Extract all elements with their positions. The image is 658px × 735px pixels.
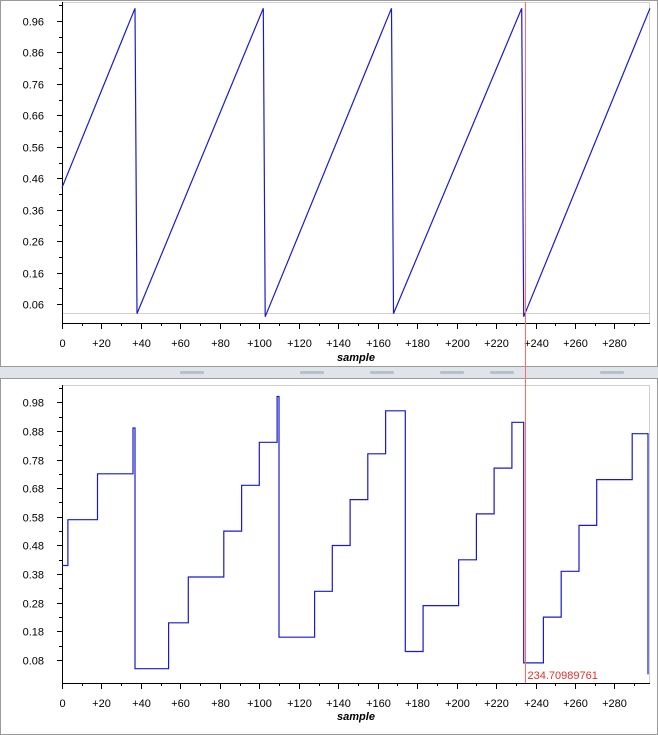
y-tick-label: 0.66 <box>23 111 44 123</box>
x-tick-label: +100 <box>247 698 272 710</box>
x-tick-label: +220 <box>484 698 509 710</box>
x-tick-label: +160 <box>366 338 391 350</box>
splitter-grip <box>440 371 464 374</box>
splitter-grip <box>300 371 324 374</box>
y-tick-label: 0.86 <box>23 48 44 60</box>
x-tick-label: +60 <box>171 338 190 350</box>
y-tick-label: 0.76 <box>23 80 44 92</box>
x-tick-label: +200 <box>445 698 470 710</box>
x-tick-label: +60 <box>171 698 190 710</box>
y-tick-label: 0.46 <box>23 174 44 186</box>
x-tick-label: +200 <box>445 338 470 350</box>
x-axis-title: sample <box>337 352 375 364</box>
x-tick-label: +40 <box>132 698 151 710</box>
x-tick-label: +220 <box>484 338 509 350</box>
x-tick-label: +120 <box>287 698 312 710</box>
x-axis-title: sample <box>337 711 375 723</box>
y-tick-label: 0.26 <box>23 237 44 249</box>
x-tick-label: +80 <box>211 698 230 710</box>
x-tick-label: +180 <box>405 698 430 710</box>
y-tick-label: 0.18 <box>23 627 44 639</box>
y-tick-label: 0.48 <box>23 541 44 553</box>
splitter-bar[interactable] <box>0 367 658 378</box>
x-tick-label: +240 <box>524 698 549 710</box>
x-tick-label: +260 <box>563 338 588 350</box>
x-tick-label: +260 <box>563 698 588 710</box>
x-tick-label: +40 <box>132 338 151 350</box>
y-tick-label: 0.06 <box>23 300 44 312</box>
cursor-value-label: 234.70989761 <box>528 670 598 682</box>
splitter-grip <box>370 371 394 374</box>
y-tick-label: 0.78 <box>23 456 44 468</box>
x-tick-label: +280 <box>602 338 627 350</box>
series-line <box>62 395 649 675</box>
x-tick-label: +160 <box>366 698 391 710</box>
x-tick-label: +240 <box>524 338 549 350</box>
x-tick-label: +140 <box>326 338 351 350</box>
y-tick-label: 0.88 <box>23 427 44 439</box>
x-tick-label: +100 <box>247 338 272 350</box>
y-tick-label: 0.96 <box>23 17 44 29</box>
y-tick-label: 0.56 <box>23 143 44 155</box>
x-tick-label: +20 <box>92 338 111 350</box>
x-tick-label: +120 <box>287 338 312 350</box>
x-tick-label: 0 <box>59 338 65 350</box>
x-tick-label: +140 <box>326 698 351 710</box>
y-tick-label: 0.58 <box>23 513 44 525</box>
y-tick-label: 0.36 <box>23 206 44 218</box>
panel-frame <box>0 0 658 367</box>
x-tick-label: +180 <box>405 338 430 350</box>
x-tick-label: +80 <box>211 338 230 350</box>
x-tick-label: +20 <box>92 698 111 710</box>
y-tick-label: 0.68 <box>23 484 44 496</box>
x-tick-label: +280 <box>602 698 627 710</box>
y-tick-label: 0.98 <box>23 398 44 410</box>
series-line <box>61 8 651 317</box>
splitter-grip <box>180 371 204 374</box>
y-tick-label: 0.16 <box>23 269 44 281</box>
x-tick-label: 0 <box>59 698 65 710</box>
y-tick-label: 0.38 <box>23 570 44 582</box>
panel-splitter[interactable] <box>0 367 658 378</box>
splitter-grip <box>490 371 514 374</box>
y-tick-label: 0.08 <box>23 656 44 668</box>
y-tick-label: 0.28 <box>23 599 44 611</box>
top-plot-panel: 0 +20 +40 +60 +80 +100 +120 +140 +160 +180 +200 +22… <box>0 0 658 367</box>
splitter-grip <box>600 371 624 374</box>
